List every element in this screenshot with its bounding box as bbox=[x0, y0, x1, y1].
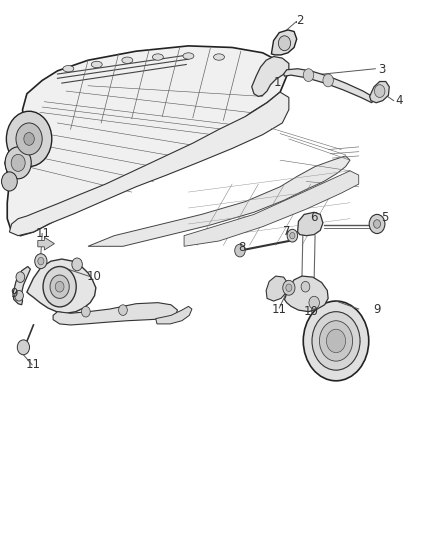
Circle shape bbox=[303, 301, 369, 381]
Text: 3: 3 bbox=[378, 63, 385, 76]
Ellipse shape bbox=[183, 53, 194, 59]
Text: 4: 4 bbox=[395, 94, 403, 107]
Circle shape bbox=[14, 290, 23, 301]
Polygon shape bbox=[285, 276, 328, 312]
Polygon shape bbox=[88, 156, 350, 246]
Text: 8: 8 bbox=[238, 241, 245, 254]
Polygon shape bbox=[38, 237, 54, 250]
Circle shape bbox=[374, 220, 381, 228]
Circle shape bbox=[323, 74, 333, 87]
Text: 9: 9 bbox=[10, 287, 18, 300]
Polygon shape bbox=[184, 171, 359, 246]
Circle shape bbox=[301, 281, 310, 292]
Polygon shape bbox=[10, 92, 289, 236]
Text: 11: 11 bbox=[272, 303, 287, 316]
Circle shape bbox=[374, 85, 385, 98]
Polygon shape bbox=[272, 30, 297, 55]
Polygon shape bbox=[266, 276, 288, 301]
Circle shape bbox=[17, 340, 29, 355]
Text: 6: 6 bbox=[311, 211, 318, 224]
Circle shape bbox=[303, 69, 314, 82]
Circle shape bbox=[279, 36, 290, 51]
Text: 11: 11 bbox=[26, 358, 41, 372]
Circle shape bbox=[286, 284, 292, 292]
Polygon shape bbox=[252, 56, 289, 96]
Circle shape bbox=[319, 321, 353, 361]
Circle shape bbox=[283, 280, 295, 295]
Polygon shape bbox=[370, 82, 389, 103]
Circle shape bbox=[55, 281, 64, 292]
Polygon shape bbox=[27, 259, 96, 313]
Circle shape bbox=[81, 306, 90, 317]
Circle shape bbox=[312, 312, 360, 370]
Ellipse shape bbox=[152, 54, 163, 60]
Circle shape bbox=[2, 172, 17, 191]
Circle shape bbox=[38, 257, 44, 265]
Polygon shape bbox=[5, 46, 287, 236]
Polygon shape bbox=[155, 306, 192, 324]
Circle shape bbox=[290, 232, 295, 239]
Circle shape bbox=[43, 266, 76, 307]
Circle shape bbox=[119, 305, 127, 316]
Polygon shape bbox=[297, 212, 323, 236]
Polygon shape bbox=[284, 69, 374, 103]
Ellipse shape bbox=[91, 61, 102, 68]
Circle shape bbox=[5, 147, 31, 179]
Circle shape bbox=[35, 254, 47, 269]
Text: 11: 11 bbox=[36, 227, 51, 239]
Circle shape bbox=[72, 258, 82, 271]
Circle shape bbox=[287, 229, 297, 242]
Circle shape bbox=[309, 296, 319, 309]
Ellipse shape bbox=[122, 57, 133, 63]
Polygon shape bbox=[13, 266, 30, 305]
Polygon shape bbox=[53, 303, 177, 325]
Circle shape bbox=[11, 155, 25, 171]
Ellipse shape bbox=[214, 54, 224, 60]
Text: 1: 1 bbox=[273, 76, 281, 88]
Text: 2: 2 bbox=[296, 14, 304, 27]
Circle shape bbox=[16, 272, 25, 282]
Circle shape bbox=[24, 133, 34, 146]
Text: 7: 7 bbox=[283, 225, 290, 238]
Circle shape bbox=[369, 214, 385, 233]
Ellipse shape bbox=[63, 66, 74, 72]
Text: 10: 10 bbox=[87, 270, 102, 282]
Circle shape bbox=[235, 244, 245, 257]
Circle shape bbox=[7, 111, 52, 166]
Text: 5: 5 bbox=[381, 211, 389, 224]
Text: 10: 10 bbox=[303, 305, 318, 318]
Circle shape bbox=[50, 275, 69, 298]
Circle shape bbox=[326, 329, 346, 353]
Text: 9: 9 bbox=[373, 303, 381, 316]
Circle shape bbox=[16, 123, 42, 155]
